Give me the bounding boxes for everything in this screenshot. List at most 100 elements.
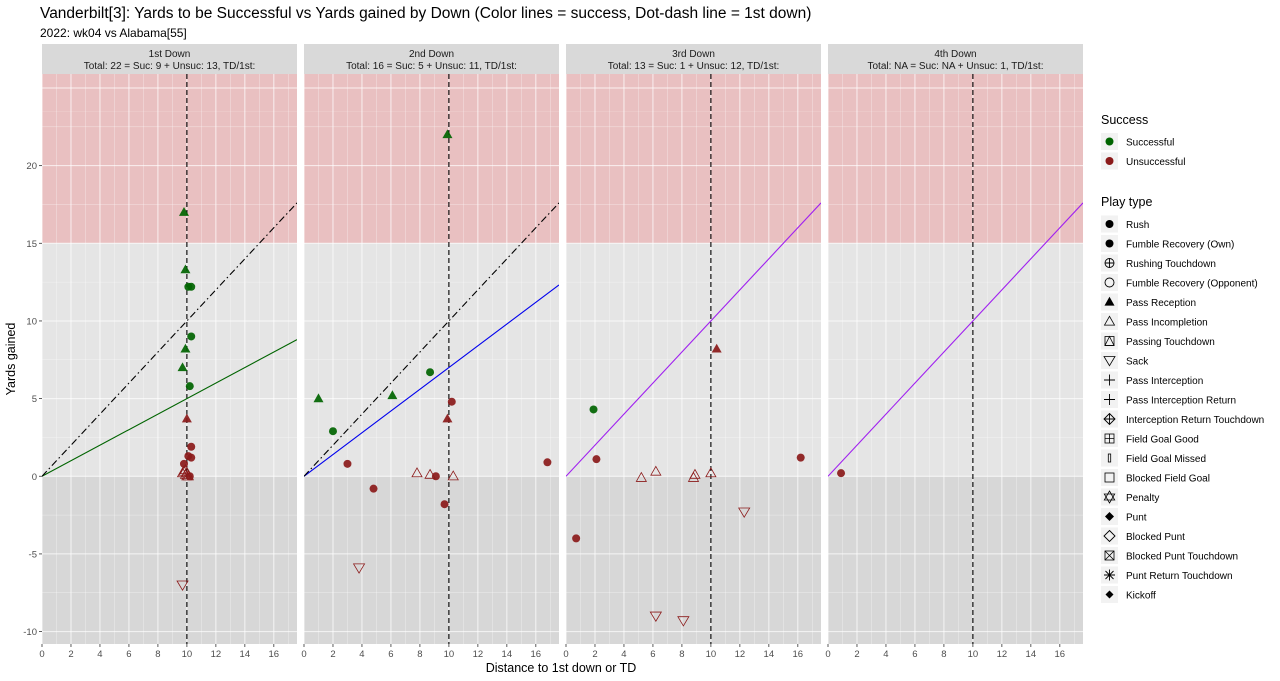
grid [42,74,297,644]
x-tick-label: 8 [155,649,160,660]
legend-label: Pass Interception Return [1126,396,1236,407]
x-tick-label: 2 [854,649,859,660]
legend-key [1104,433,1115,444]
x-tick-label: 12 [473,649,484,660]
legend-label: Penalty [1126,493,1159,504]
data-point [635,471,648,482]
data-point [649,611,663,623]
x-tick-label: 4 [97,649,102,660]
y-axis-title: Yards gained [4,323,18,396]
background-bands [566,74,821,644]
legend-key [1105,239,1114,248]
data-point [543,458,552,467]
legend-key [1104,472,1115,483]
legend-label: Field Goal Missed [1126,454,1206,465]
reference-lines [828,74,1083,644]
data-point [431,472,440,481]
legend-key [1105,512,1114,521]
legend-label: Successful [1126,138,1174,149]
legend-label: Punt [1126,513,1147,524]
x-tick-label: 12 [997,649,1008,660]
legend-key [1104,374,1115,386]
success-line [828,202,1083,477]
x-axis: 0 2 4 6 8 10 12 14 16 [301,644,541,660]
x-tick-label: 10 [968,649,979,660]
data-point [447,397,456,406]
x-tick-label: 4 [883,649,888,660]
x-tick-label: 10 [182,649,193,660]
facet-strip-title: 4th Down [934,49,976,60]
facet-strip-subtitle: Total: 16 = Suc: 5 + Unsuc: 11, TD/1st: [346,61,517,72]
data-point [705,467,717,478]
data-point [180,264,191,274]
facet-strip [304,44,559,74]
legend-key [1107,453,1112,463]
data-point [689,468,701,479]
data-point [313,393,324,403]
x-tick-label: 14 [1026,649,1037,660]
data-point [677,616,690,627]
data-point [352,563,366,574]
y-tick-label: 0 [32,472,37,483]
data-point [447,470,459,481]
data-point [178,207,189,216]
legend-title-playtype: Play type [1101,195,1152,209]
legend-key [1103,529,1116,543]
legend-key [1105,157,1114,165]
legend-label: Blocked Field Goal [1126,474,1210,485]
success-line [304,284,559,477]
data-point [176,580,189,591]
data-point [650,465,662,476]
y-tick-label: 15 [26,239,37,250]
x-tick-label: 4 [359,649,364,660]
legend-label: Fumble Recovery (Own) [1126,240,1234,251]
facet-strip-title: 3rd Down [672,49,715,60]
x-tick-label: 10 [706,649,717,660]
y-tick-label: -10 [23,627,37,638]
background-band [304,476,559,644]
background-band [42,476,297,644]
data-point [796,453,805,462]
chart-title: Vanderbilt[3]: Yards to be Successful vs… [40,5,811,22]
reference-lines [42,74,297,644]
data-point [180,343,191,353]
legend-title-success: Success [1101,113,1148,127]
data-point [387,390,398,400]
data-point [442,413,453,423]
data-point [184,282,193,291]
reference-lines [304,74,559,644]
facet-strip-subtitle: Total: 22 = Suc: 9 + Unsuc: 13, TD/1st: [84,61,256,72]
x-tick-label: 2 [592,649,597,660]
data-point [181,413,192,423]
x-axis: 0 2 4 6 8 10 12 14 16 [825,644,1065,660]
chart-subtitle: 2022: wk04 vs Alabama[55] [40,26,187,40]
x-tick-label: 14 [240,649,251,660]
y-tick-label: 5 [32,394,37,405]
facet-strip [828,44,1083,74]
x-tick-label: 16 [269,649,280,660]
y-axis: -10 -5 0 5 10 15 20 [23,161,42,638]
reference-lines [566,74,821,644]
x-tick-label: 2 [330,649,335,660]
first-down-line [304,202,559,477]
data-point [187,442,196,451]
grid [304,74,559,644]
y-tick-label: 20 [26,161,37,172]
legend-label: Pass Interception [1126,376,1203,387]
legend-label: Rush [1126,220,1149,231]
background-bands [828,74,1083,644]
x-axis-title: Distance to 1st down or TD [486,661,637,675]
legend-label: Punt Return Touchdown [1126,571,1233,582]
facet-strip-subtitle: Total: NA = Suc: NA + Unsuc: 1, TD/1st: [867,61,1043,72]
background-band [566,111,821,244]
data-point [177,362,188,372]
legend-key [1105,220,1114,228]
legend-key [1104,258,1115,268]
background-band [828,476,1083,644]
data-point [589,405,598,414]
x-tick-label: 0 [563,649,568,660]
data-points [837,469,846,478]
